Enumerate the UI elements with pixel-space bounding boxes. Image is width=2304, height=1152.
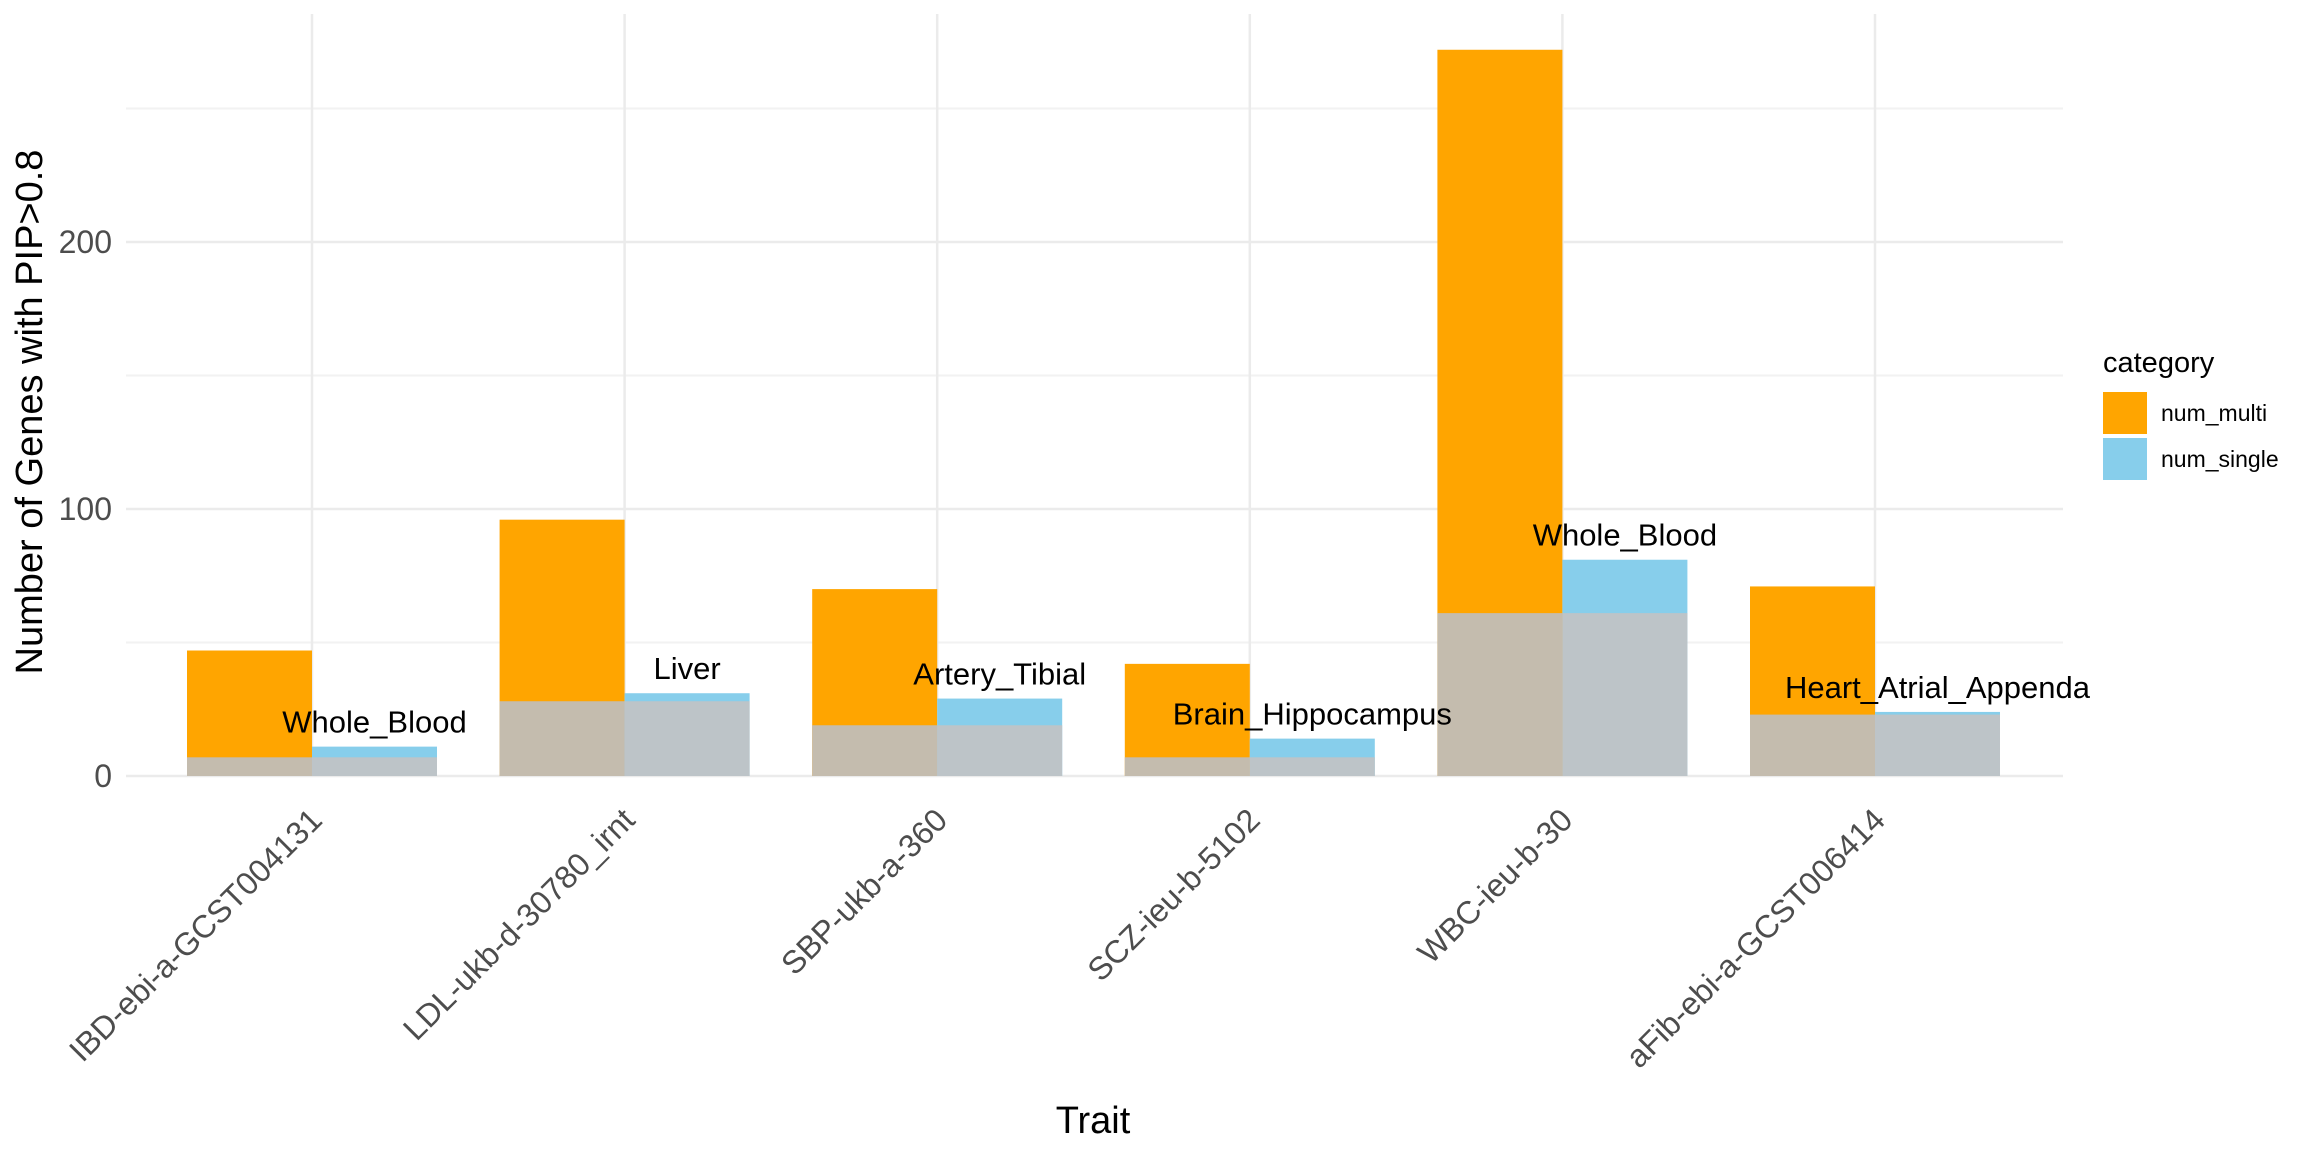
bar-overlap-multi [499,701,625,776]
bar-overlap-single [1875,714,2000,776]
bar-overlap-multi [1750,714,1875,776]
bar-overlap-single [1249,757,1375,776]
x-axis-ticks: IBD-ebi-a-GCST004131 LDL-ukb-d-30780_irnt… [62,801,1892,1074]
tissue-label: Whole_Blood [1533,518,1717,553]
x-tick-label: LDL-ukb-d-30780_irnt [396,801,642,1047]
legend-swatch-num-multi [2103,392,2147,434]
bar-overlap-multi [1124,757,1250,776]
bar-overlap-multi [187,757,312,776]
bar-overlap-single [1562,613,1688,776]
bar-overlap-multi [812,725,938,776]
y-tick-label: 0 [94,758,112,794]
x-tick-label: SCZ-ieu-b-5102 [1080,801,1266,987]
tissue-label: Artery_Tibial [913,657,1086,692]
tissue-label: Heart_Atrial_Appenda [1785,670,2091,705]
bar-overlap-multi [1437,613,1563,776]
tissue-label: Whole_Blood [282,705,466,740]
x-tick-label: SBP-ukb-a-360 [774,801,954,981]
x-tick-label: WBC-ieu-b-30 [1411,801,1580,970]
y-tick-label: 200 [59,224,112,260]
bars [187,49,2000,776]
tissue-label: Brain_Hippocampus [1173,697,1452,732]
bar-overlap-single [937,725,1063,776]
bar-num-multi [187,650,312,776]
legend-label: num_multi [2161,400,2267,426]
bar-labels: Whole_Blood Liver Artery_Tibial Brain_Hippo… [282,518,2090,740]
y-axis-title: Number of Genes with PIP>0.8 [9,150,51,675]
legend: category num_multi num_single [2103,347,2279,480]
legend-swatch-num-single [2103,438,2147,480]
bar-overlap-single [624,701,750,776]
y-tick-label: 100 [59,491,112,527]
x-axis-title: Trait [1056,1100,1131,1142]
y-axis-ticks: 0 100 200 [59,224,112,794]
bar-overlap-single [312,757,437,776]
x-tick-label: IBD-ebi-a-GCST004131 [62,801,329,1068]
tissue-label: Liver [653,651,720,686]
legend-title: category [2103,347,2215,379]
legend-label: num_single [2161,446,2279,472]
x-tick-label: aFib-ebi-a-GCST006414 [1619,801,1892,1074]
